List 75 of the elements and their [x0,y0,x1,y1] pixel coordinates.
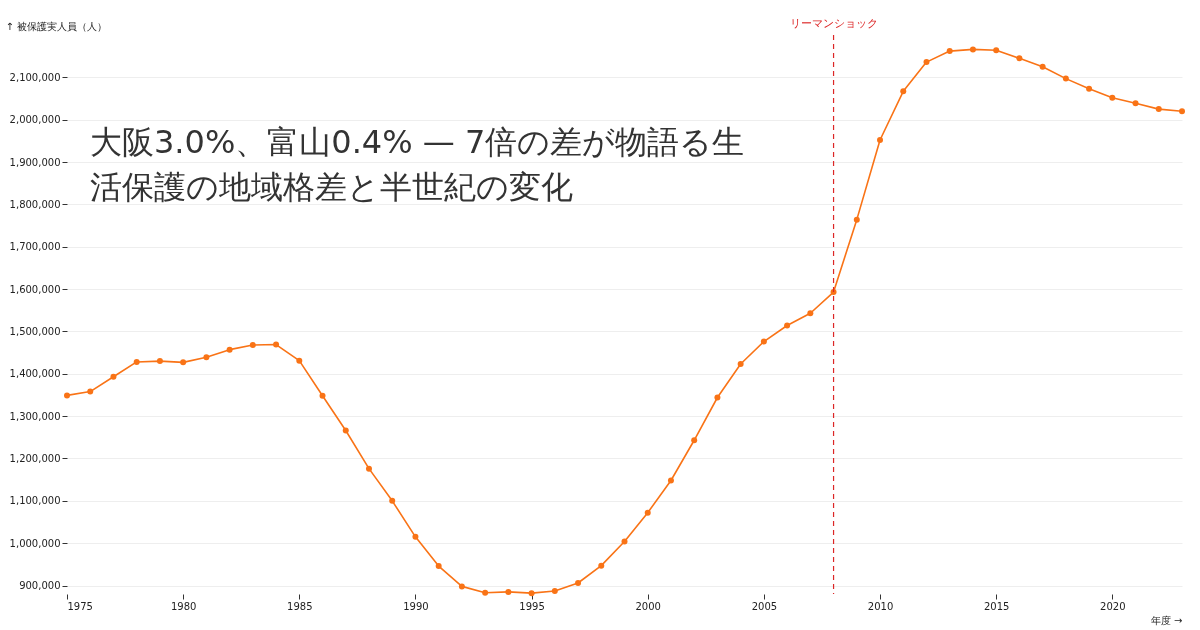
x-tick-label: 2005 [751,600,778,612]
point [946,48,953,55]
x-tick-label: 1990 [403,600,429,612]
point [1016,55,1023,62]
point [203,354,210,361]
y-tick-label: 1,000,000 [9,537,61,549]
point [156,358,163,365]
x-tick-label: 2015 [983,600,1010,612]
point [528,590,535,597]
x-tick-label: 1975 [67,600,93,612]
point [365,465,372,472]
point [993,47,1000,54]
x-axis-title: 年度 → [1150,614,1183,626]
point [458,583,465,590]
point [923,59,930,66]
y-tick-label: 1,700,000 [9,241,61,253]
y-tick-label: 1,300,000 [9,410,61,422]
point [273,341,280,348]
point [691,437,698,444]
point [1132,100,1139,107]
point [482,589,489,596]
point [296,357,303,364]
point [598,562,605,569]
point [342,427,349,434]
y-tick-label: 1,600,000 [9,283,61,295]
point [1039,63,1046,70]
ref-line-label: リーマンショック [789,17,878,30]
y-tick-label: 900,000 [19,580,61,592]
y-tick-label: 1,900,000 [9,156,61,168]
point [133,358,140,365]
point [110,373,117,380]
point [435,563,442,570]
y-tick-label: 1,400,000 [9,368,61,380]
y-tick-label: 1,500,000 [9,325,61,337]
point [621,538,628,545]
y-tick-label: 1,100,000 [9,495,61,507]
point [319,392,326,399]
point [1179,108,1185,115]
point [1086,85,1093,92]
point [575,580,582,586]
x-tick-label: 2000 [635,600,661,612]
point [784,322,791,329]
x-tick-label: 1980 [170,600,197,612]
x-tick-label: 2020 [1100,600,1126,612]
point [760,338,767,345]
y-tick-label: 1,200,000 [9,452,61,464]
point [412,533,419,540]
point [226,346,233,353]
point [1062,75,1069,82]
x-tick-label: 1985 [287,600,313,612]
point [551,588,558,595]
x-tick-label: 1995 [519,600,545,612]
point [87,388,94,395]
point [249,342,256,348]
point [853,216,860,223]
x-tick-label: 2010 [867,600,894,612]
y-tick-label: 1,800,000 [9,198,61,210]
point [667,477,674,484]
point [64,392,70,399]
point [180,359,187,366]
point [505,588,512,595]
point [877,137,884,144]
y-axis-title: ↑ 被保護実人員（人） [5,20,108,32]
text: 大阪3.0%、富山0.4% — 7倍の差が物語る生活保護の地域格差と半世紀の変化 [90,122,746,208]
point [389,497,396,504]
y-tick-label: 2,000,000 [9,114,61,126]
point [807,310,814,317]
point [714,394,721,401]
point [900,88,907,95]
point [644,509,651,516]
point [969,46,976,53]
y-tick-label: 2,100,000 [9,71,61,83]
point [1155,106,1162,113]
point [1109,94,1116,101]
point [737,361,744,368]
